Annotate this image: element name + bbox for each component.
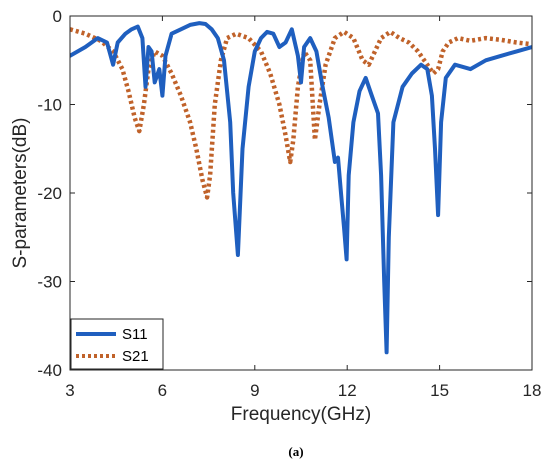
x-axis-label: Frequency(GHz) (231, 404, 371, 425)
series-layer (70, 21, 532, 355)
x-axis: 3 6 9 12 15 18 (65, 16, 541, 400)
legend-label-s21: S21 (122, 348, 149, 365)
figure-caption: (a) (288, 444, 303, 459)
y-axis-label: S-parameters(dB) (10, 118, 31, 269)
y-tick-label: -30 (37, 273, 62, 292)
y-tick-label: -10 (37, 96, 62, 115)
x-tick-label: 18 (523, 381, 542, 400)
x-tick-label: 15 (430, 381, 449, 400)
x-tick-label: 3 (65, 381, 74, 400)
legend-box (70, 318, 164, 370)
y-axis: 0 -10 -20 -30 -40 (37, 7, 532, 380)
series-s21-line (70, 27, 532, 200)
y-tick-label: -40 (37, 361, 62, 380)
x-tick-label: 6 (158, 381, 167, 400)
y-tick-label: 0 (53, 7, 62, 26)
legend-label-s11: S11 (122, 326, 148, 343)
y-tick-label: -20 (37, 184, 62, 203)
series-s11-line (70, 21, 532, 355)
x-tick-label: 9 (250, 381, 259, 400)
x-tick-label: 12 (338, 381, 357, 400)
